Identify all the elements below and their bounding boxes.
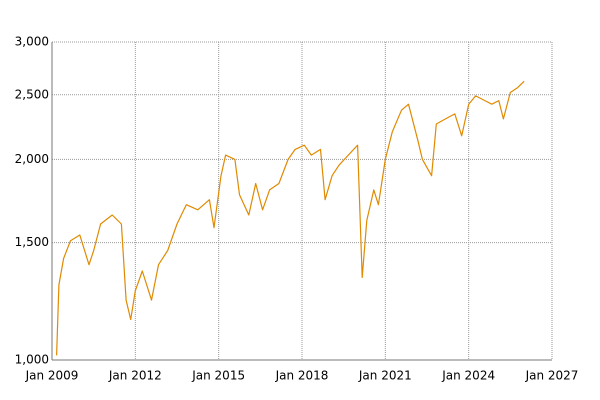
y-tick-label: 2,500 xyxy=(15,87,49,101)
x-tick-label: Jan 2021 xyxy=(358,369,412,383)
series-line xyxy=(56,80,525,356)
y-tick-label: 1,500 xyxy=(15,235,49,249)
x-tick-label: Jan 2015 xyxy=(191,369,245,383)
y-tick-label: 3,000 xyxy=(15,35,49,49)
y-tick-label: 1,000 xyxy=(15,353,49,367)
x-tick-label: Jan 2012 xyxy=(108,369,162,383)
y-tick-label: 2,000 xyxy=(15,152,49,166)
x-tick-label: Jan 2027 xyxy=(525,369,579,383)
x-tick-label: Jan 2018 xyxy=(275,369,329,383)
x-tick-label: Jan 2009 xyxy=(25,369,79,383)
x-tick-label: Jan 2024 xyxy=(441,369,495,383)
